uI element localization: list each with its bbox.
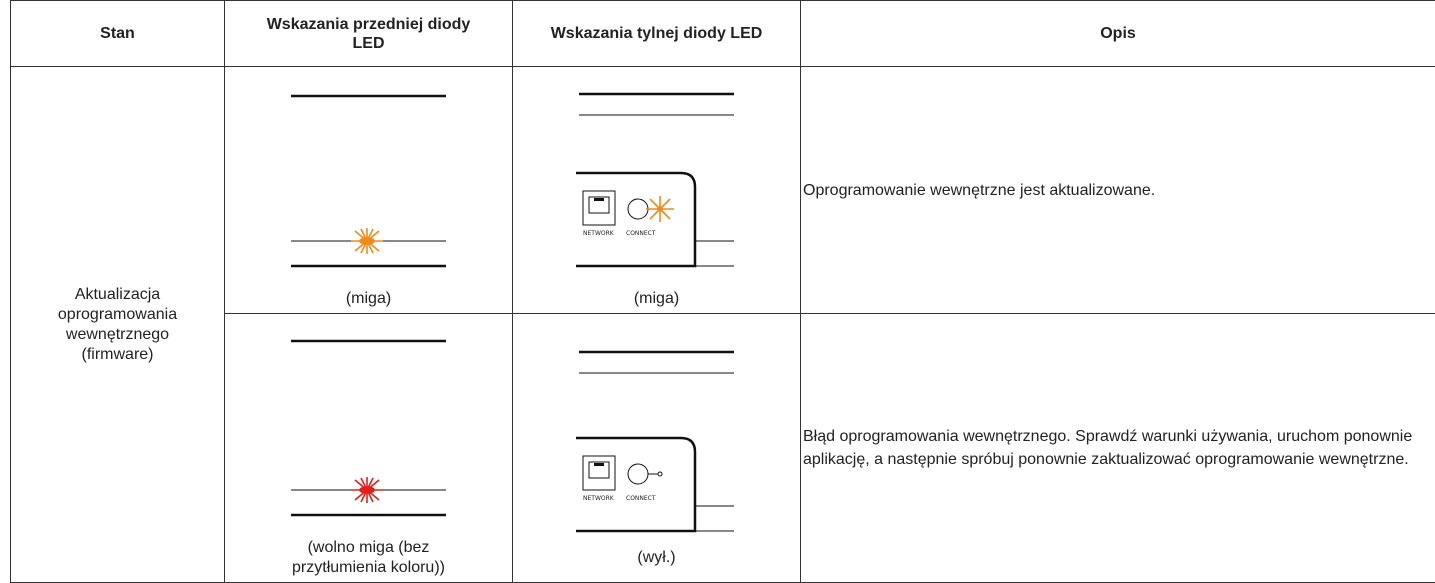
rear-led-drawing: NETWORK CONNECT bbox=[513, 67, 801, 313]
header-cell: Wskazania tylnej diody LED bbox=[513, 1, 801, 67]
front-illustration: (wolno miga (bez przytłumienia koloru)) bbox=[225, 314, 512, 582]
front-cell: (miga) bbox=[225, 67, 513, 314]
header-cell: Opis bbox=[801, 1, 1435, 67]
header-cell: Stan bbox=[11, 1, 225, 67]
front-led-drawing bbox=[225, 67, 513, 313]
front-illustration: (miga) bbox=[225, 67, 512, 313]
rear-caption: (miga) bbox=[513, 289, 800, 309]
rear-led-drawing: NETWORK CONNECT bbox=[513, 314, 801, 582]
led-table: Stan Wskazania przedniej diody LED Wskaz… bbox=[10, 0, 1435, 583]
description: Błąd oprogramowania wewnętrznego. Sprawd… bbox=[803, 428, 1412, 468]
rear-cell: NETWORK CONNECT (miga) bbox=[513, 67, 801, 314]
state-text: Aktualizacja oprogramowania wewnętrznego… bbox=[58, 286, 177, 363]
front-caption: (wolno miga (bez przytłumienia koloru)) bbox=[225, 538, 512, 578]
port-label: NETWORK bbox=[583, 495, 615, 502]
port-label: CONNECT bbox=[626, 230, 656, 237]
header-cell: Wskazania przedniej diody LED bbox=[225, 1, 513, 67]
port-label: CONNECT bbox=[626, 495, 656, 502]
state-cell: Aktualizacja oprogramowania wewnętrznego… bbox=[11, 67, 225, 583]
header-row: Stan Wskazania przedniej diody LED Wskaz… bbox=[11, 1, 1435, 67]
rear-illustration: NETWORK CONNECT (miga) bbox=[513, 67, 800, 313]
port-label: NETWORK bbox=[583, 230, 615, 237]
description: Oprogramowanie wewnętrzne jest aktualizo… bbox=[803, 182, 1155, 199]
row: Aktualizacja oprogramowania wewnętrznego… bbox=[11, 67, 1435, 314]
row: (wolno miga (bez przytłumienia koloru)) … bbox=[11, 314, 1435, 583]
front-caption: (miga) bbox=[225, 289, 512, 309]
description-cell: Błąd oprogramowania wewnętrznego. Sprawd… bbox=[801, 314, 1435, 583]
rear-caption: (wył.) bbox=[513, 548, 800, 568]
rear-cell: NETWORK CONNECT (wył.) bbox=[513, 314, 801, 583]
front-cell: (wolno miga (bez przytłumienia koloru)) bbox=[225, 314, 513, 583]
description-cell: Oprogramowanie wewnętrzne jest aktualizo… bbox=[801, 67, 1435, 314]
rear-illustration: NETWORK CONNECT (wył.) bbox=[513, 314, 800, 582]
